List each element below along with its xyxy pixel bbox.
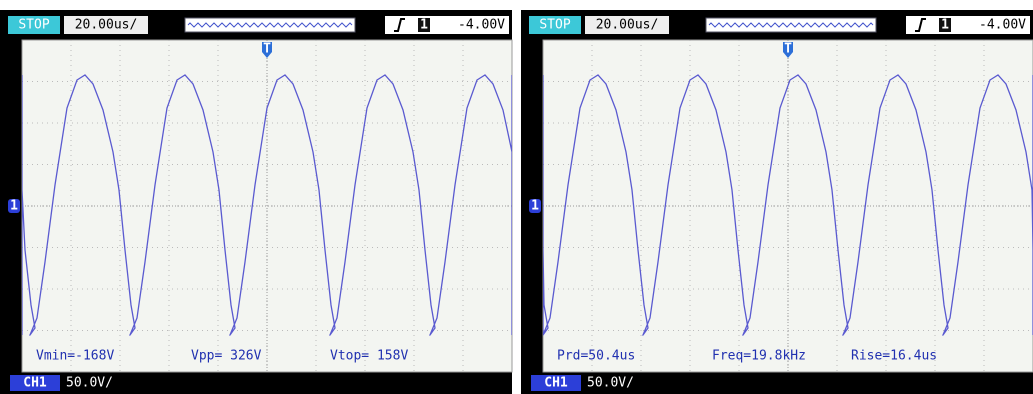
timebase: 20.00us/ [75, 18, 138, 33]
measurement: Rise=16.4us [851, 349, 937, 364]
trigger-source: 1 [941, 18, 949, 33]
trigger-level: -4.00V [458, 18, 505, 33]
channel-marker: 1 [531, 199, 539, 214]
measurement: Freq=19.8kHz [712, 349, 806, 364]
channel: CH1 [544, 376, 568, 391]
oscilloscope-screenshots: STOP 20.00us/1 -4.00V T 1 Vmin=-168V Vpp= 326V… [0, 0, 1033, 394]
memory-bar [185, 18, 355, 32]
channel: CH1 [23, 376, 47, 391]
measurement: Vpp= 326V [191, 349, 262, 364]
scope-screen: STOP 20.00us/1 -4.00V T 1 Vmin=-168V Vpp= 326V… [0, 10, 512, 394]
measurement: Prd=50.4us [557, 349, 635, 364]
timebase: 20.00us/ [596, 18, 659, 33]
status: STOP [539, 18, 570, 33]
trigger-marker: T [784, 42, 792, 57]
volts-per-div: 50.0V/ [587, 376, 634, 391]
trigger-level: -4.00V [979, 18, 1026, 33]
channel-marker: 1 [10, 199, 18, 214]
trigger-source: 1 [420, 18, 428, 33]
memory-bar [706, 18, 876, 32]
trigger-marker: T [263, 42, 271, 57]
measurement: Vtop= 158V [330, 349, 408, 364]
volts-per-div: 50.0V/ [66, 376, 113, 391]
measurement: Vmin=-168V [36, 349, 114, 364]
status: STOP [18, 18, 49, 33]
scope-screen: STOP 20.00us/1 -4.00V T 1 Prd=50.4us Freq=19.8… [521, 10, 1033, 394]
